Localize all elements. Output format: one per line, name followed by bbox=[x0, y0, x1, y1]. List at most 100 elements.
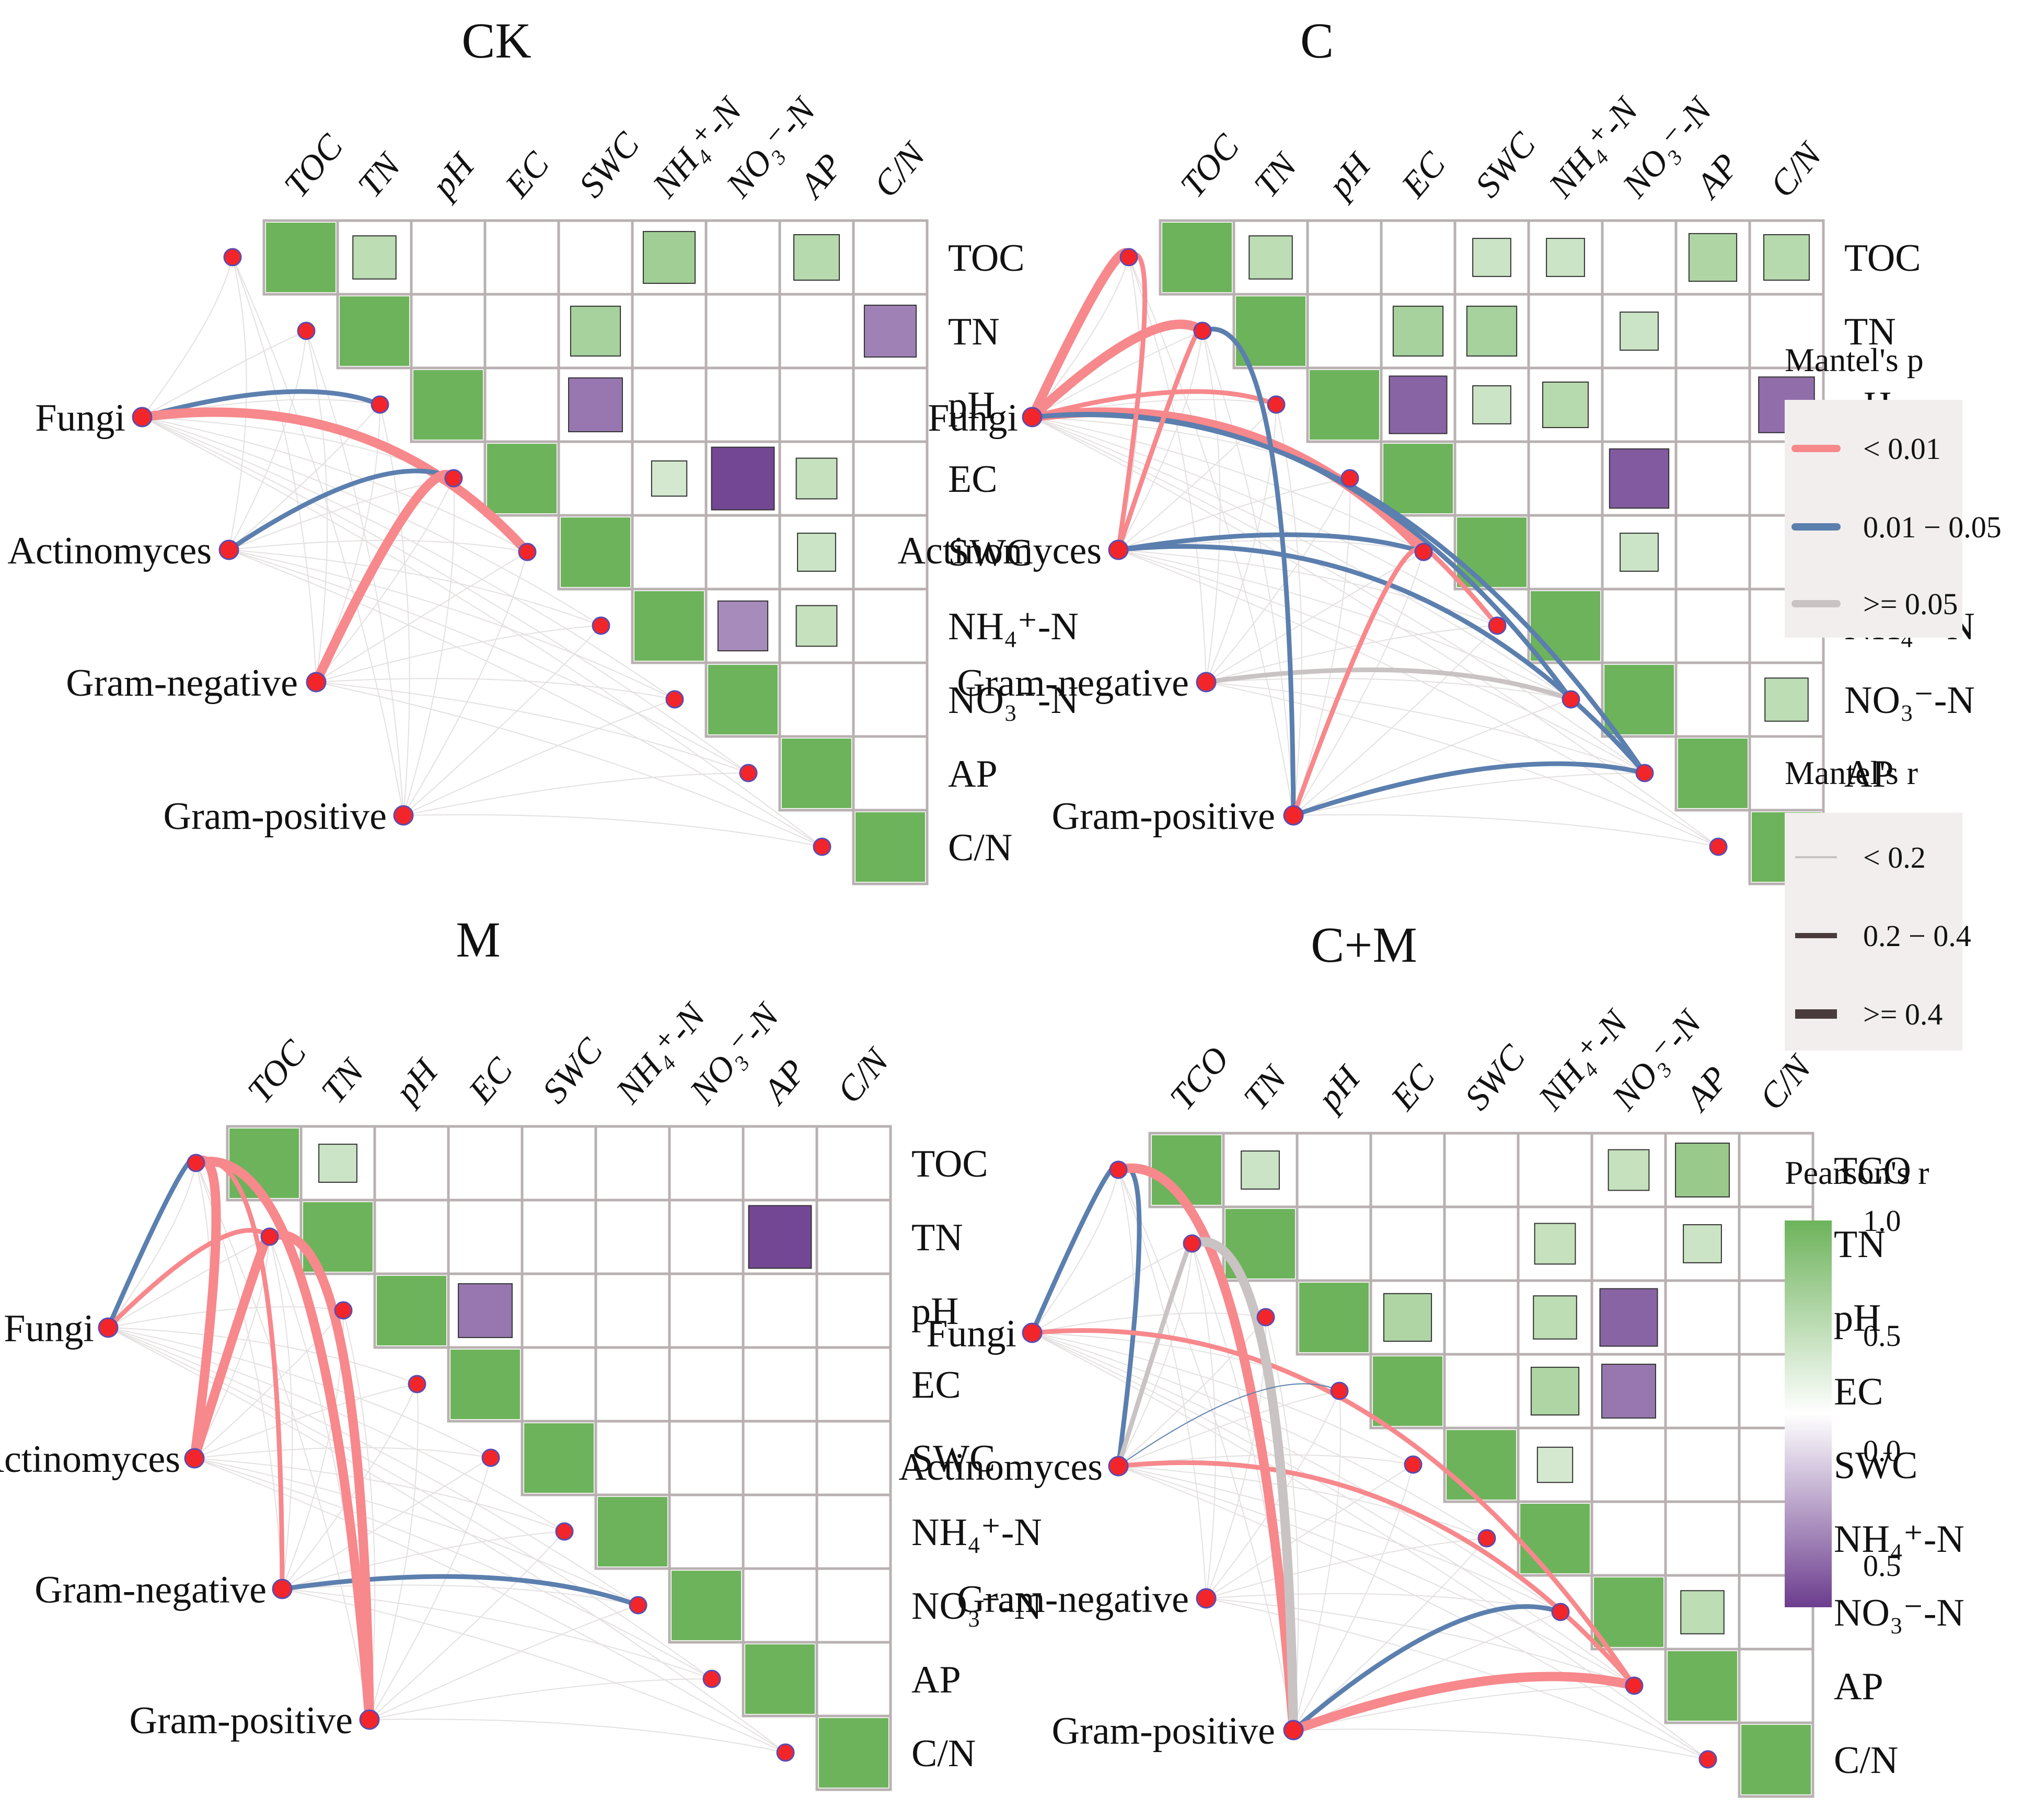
row-label: NH₄⁺-N bbox=[911, 1511, 1042, 1554]
link-weak bbox=[1118, 404, 1277, 550]
correlation-square bbox=[1472, 238, 1511, 277]
grid-cell bbox=[742, 1493, 818, 1570]
row-label: TN bbox=[1834, 1223, 1886, 1266]
grid-cell bbox=[742, 1346, 818, 1423]
correlation-square bbox=[1678, 739, 1748, 808]
pearson-tick-1: 1.0 bbox=[1863, 1204, 1901, 1238]
link-weak bbox=[194, 1458, 639, 1606]
column-label: AP bbox=[1677, 1058, 1736, 1119]
link-weak bbox=[228, 549, 675, 700]
grid-cell bbox=[815, 1641, 892, 1718]
correlation-square bbox=[651, 460, 688, 497]
grid-cell bbox=[594, 1272, 671, 1349]
link-weak bbox=[1118, 549, 1571, 700]
variable-node bbox=[223, 248, 242, 267]
link-weak bbox=[403, 773, 749, 816]
row-label: EC bbox=[948, 458, 998, 501]
link-weak bbox=[1118, 1466, 1561, 1612]
column-label: C/N bbox=[829, 1040, 897, 1111]
grid-cell bbox=[1664, 1426, 1741, 1503]
correlation-square bbox=[1620, 312, 1659, 351]
grid-cell bbox=[1738, 1132, 1814, 1208]
correlation-square bbox=[340, 296, 409, 366]
grid-cell bbox=[1674, 588, 1751, 664]
link-weak bbox=[1118, 1169, 1294, 1731]
group-label: Gram-positive bbox=[1052, 795, 1275, 838]
variable-node bbox=[481, 1448, 500, 1467]
link-weak bbox=[269, 1236, 293, 1589]
column-label: EC bbox=[1393, 144, 1453, 205]
row-label: SWC bbox=[948, 532, 1032, 574]
link-weak bbox=[1293, 699, 1571, 816]
link-weak bbox=[1206, 678, 1571, 700]
row-label: AP bbox=[911, 1658, 961, 1701]
link-weak bbox=[1118, 330, 1203, 550]
mantel-r-label-2: 0.2 − 0.4 bbox=[1863, 919, 1971, 953]
grid-cell bbox=[704, 366, 781, 443]
row-label: AP bbox=[1844, 753, 1894, 796]
group-node bbox=[1283, 805, 1304, 826]
correlation-square bbox=[797, 533, 836, 572]
grid-cell bbox=[852, 440, 929, 517]
link-weak bbox=[1118, 1466, 1487, 1539]
correlation-square bbox=[863, 304, 917, 358]
grid-cell bbox=[1590, 1205, 1667, 1282]
correlation-square bbox=[458, 1283, 513, 1338]
mantel-link bbox=[1114, 1164, 1298, 1735]
column-label: AP bbox=[1687, 146, 1747, 206]
link-weak bbox=[142, 330, 307, 418]
grid-cell bbox=[1674, 514, 1751, 591]
row-label: C/N bbox=[911, 1732, 976, 1775]
row-label: C/N bbox=[948, 826, 1012, 869]
grid-cell bbox=[631, 514, 708, 591]
group-node bbox=[1283, 1720, 1304, 1741]
variable-node bbox=[555, 1522, 574, 1541]
variable-node bbox=[297, 321, 316, 340]
column-label: TOC bbox=[1172, 126, 1247, 205]
link-weak bbox=[232, 257, 404, 816]
grid-cell bbox=[1601, 219, 1678, 296]
variable-node bbox=[334, 1301, 353, 1320]
grid-cell bbox=[778, 366, 855, 443]
link-weak bbox=[369, 1719, 786, 1753]
link-weak bbox=[316, 625, 602, 683]
pearson-tick-4: 0.5 bbox=[1863, 1549, 1901, 1583]
grid-cell bbox=[1527, 440, 1604, 517]
grid-cell bbox=[815, 1346, 892, 1423]
link-weak bbox=[142, 257, 233, 418]
link-weak bbox=[403, 478, 455, 816]
grid-cell bbox=[483, 293, 560, 370]
link-weak bbox=[316, 551, 528, 683]
link-weak bbox=[1265, 1317, 1299, 1731]
grid-cell bbox=[852, 735, 929, 812]
group-label: Fungi bbox=[926, 1312, 1016, 1355]
correlation-square bbox=[450, 1350, 520, 1419]
correlation-square bbox=[1162, 223, 1232, 292]
mantel-r-label-1: < 0.2 bbox=[1863, 840, 1926, 874]
pearson-colorbar bbox=[1785, 1220, 1832, 1607]
link-weak bbox=[403, 625, 602, 816]
link-weak bbox=[1293, 1538, 1487, 1731]
variable-node bbox=[1109, 1160, 1128, 1179]
link-weak bbox=[1206, 551, 1424, 683]
group-node bbox=[359, 1709, 380, 1730]
correlation-square bbox=[634, 591, 704, 661]
row-label: TN bbox=[1844, 310, 1896, 353]
link-weak bbox=[108, 1327, 418, 1385]
correlation-square bbox=[782, 739, 851, 808]
correlation-square bbox=[1472, 385, 1511, 424]
link-weak bbox=[1032, 257, 1129, 418]
correlation-square bbox=[642, 231, 696, 284]
grid-cell bbox=[1306, 293, 1383, 370]
column-label: SWC bbox=[534, 1030, 610, 1111]
correlation-square bbox=[1601, 1364, 1656, 1419]
grid-cell bbox=[557, 440, 634, 517]
link-weak bbox=[1128, 257, 1294, 816]
link-weak bbox=[1032, 1332, 1561, 1612]
grid-cell bbox=[483, 219, 560, 296]
grid-cell bbox=[852, 661, 929, 738]
link-weak bbox=[194, 1310, 344, 1459]
correlation-square bbox=[819, 1718, 888, 1788]
column-label: TN bbox=[350, 144, 409, 204]
link-weak bbox=[379, 404, 410, 816]
